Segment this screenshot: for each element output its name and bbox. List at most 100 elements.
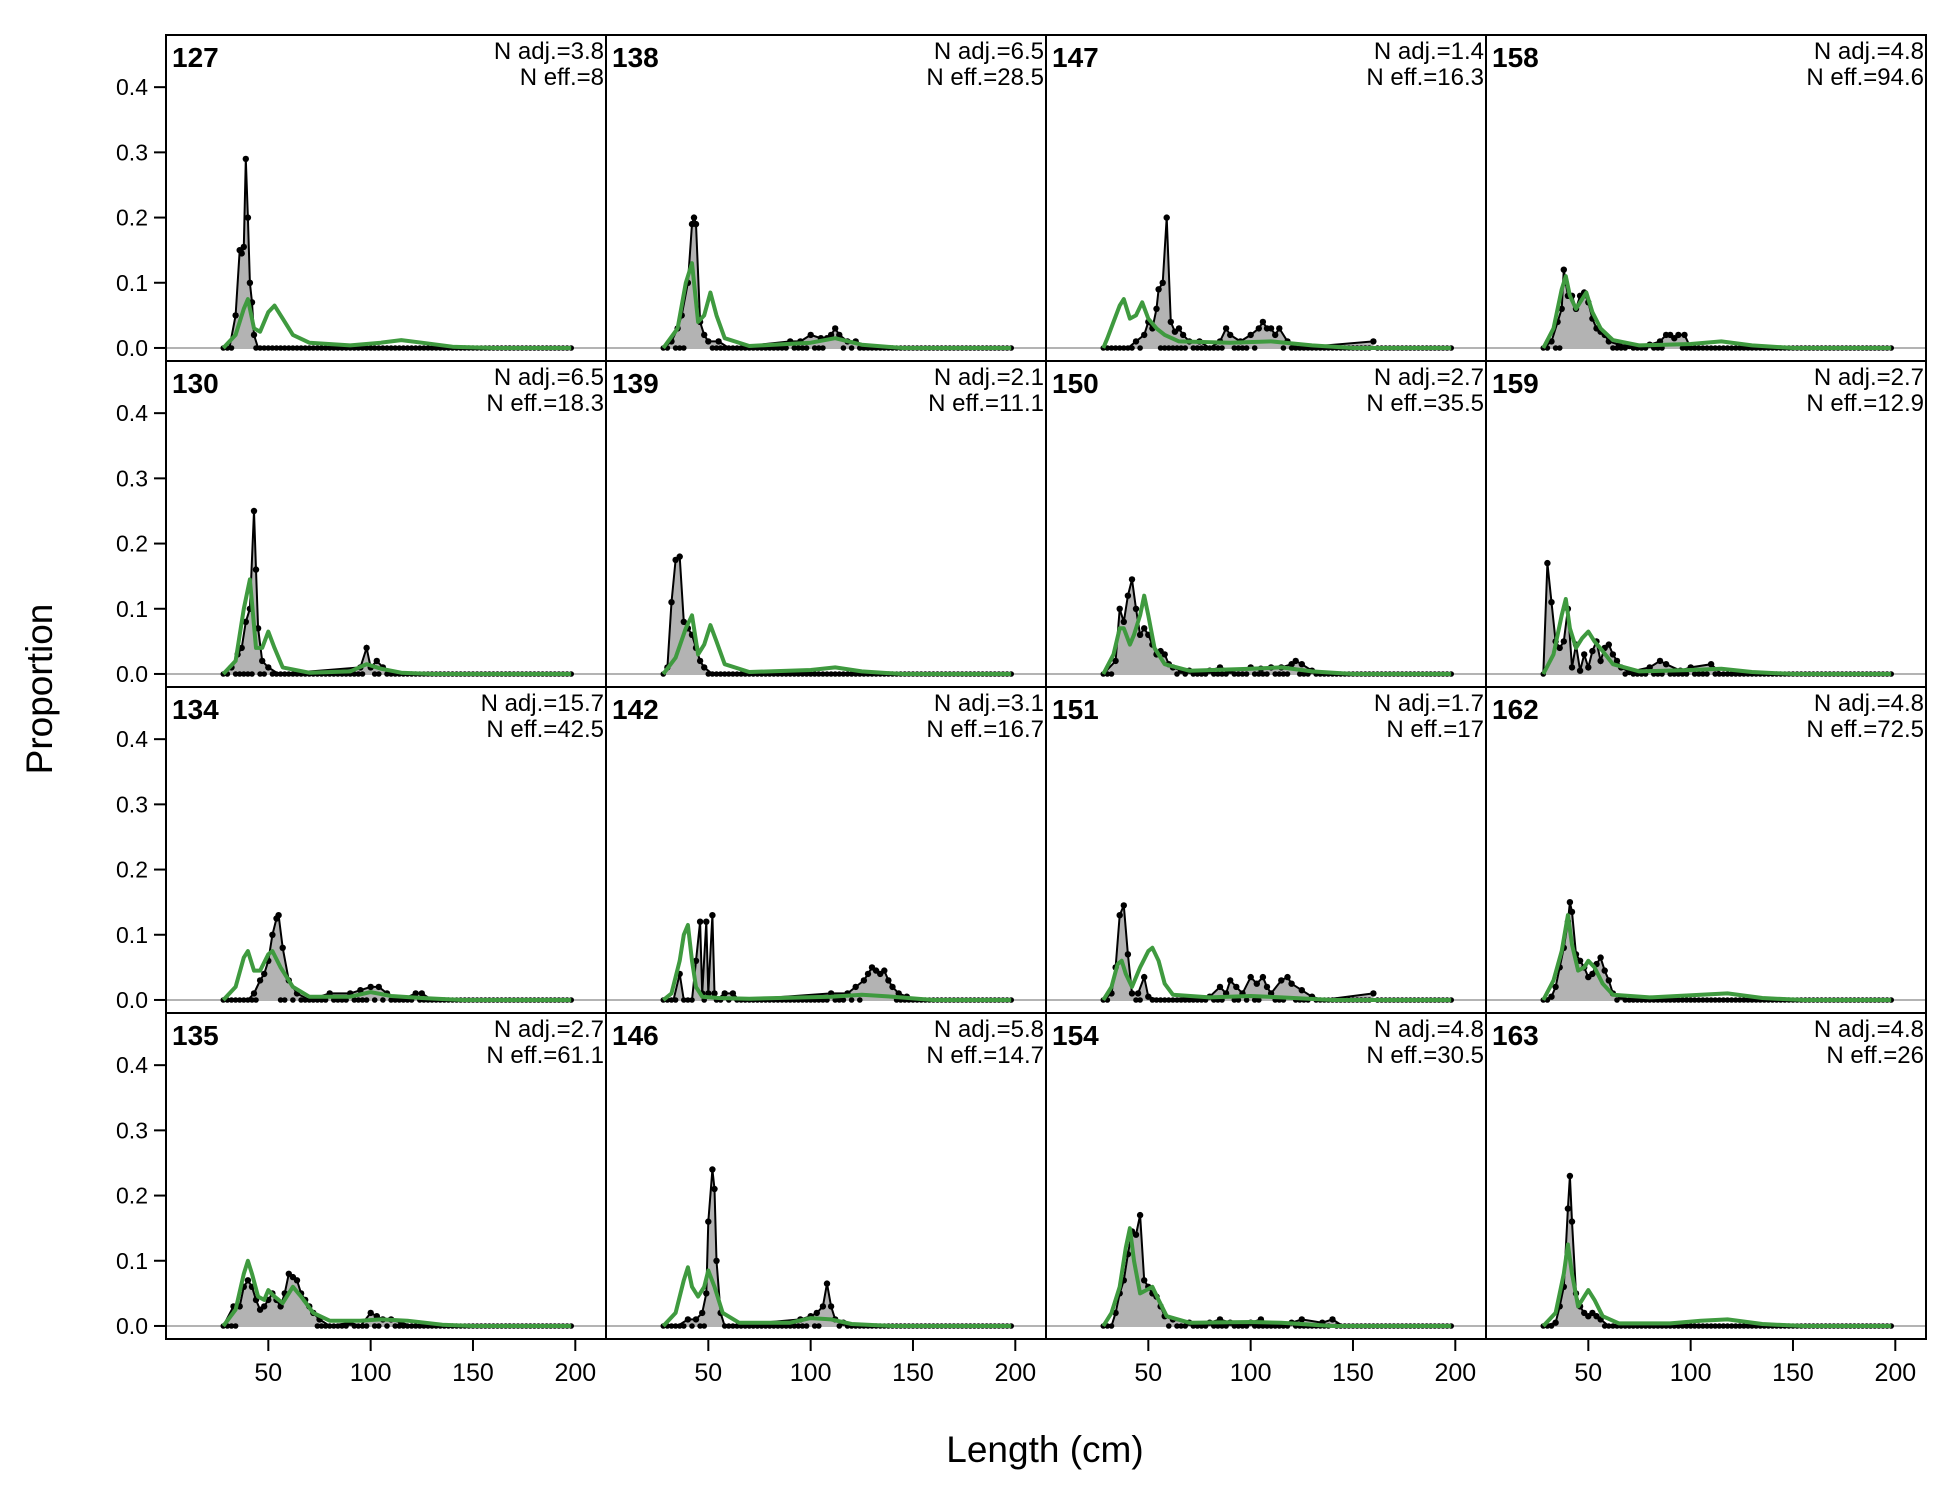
observed-point (1155, 286, 1162, 293)
observed-zero-point (730, 345, 736, 351)
panel-year-label: 135 (172, 1020, 219, 1051)
observed-zero-point (1700, 997, 1706, 1003)
observed-point (1141, 973, 1148, 981)
observed-zero-point (359, 1323, 366, 1329)
observed-point (860, 977, 868, 984)
observed-point (1597, 657, 1604, 665)
observed-zero-point (840, 997, 847, 1003)
observed-point (238, 250, 245, 257)
observed-zero-point (294, 345, 300, 351)
expected-line (1541, 274, 1892, 350)
observed-point (1161, 651, 1168, 658)
observed-zero-point (738, 345, 744, 351)
observed-point (885, 977, 892, 984)
observed-zero-point (1190, 997, 1197, 1003)
observed-zero-point (1198, 345, 1205, 351)
panel-n-adj-label: N adj.=2.7 (1374, 364, 1484, 391)
observed-zero-point (417, 345, 423, 351)
observed-zero-point (1182, 997, 1188, 1003)
observed-point (1112, 657, 1119, 665)
observed-zero-point (1284, 671, 1291, 677)
observed-zero-point (799, 345, 806, 351)
observed-zero-point (1166, 997, 1172, 1003)
observed-zero-point (1108, 1323, 1115, 1329)
panel-n-eff-label: N eff.=16.7 (926, 716, 1044, 743)
expected-line (1101, 297, 1452, 350)
observed-point (1552, 983, 1559, 991)
observed-point (1153, 305, 1160, 312)
observed-point (836, 331, 843, 339)
observed-zero-point (1239, 1323, 1246, 1329)
observed-zero-point (721, 1323, 728, 1329)
observed-point (1566, 1172, 1574, 1180)
observed-area (663, 217, 868, 348)
observed-zero-point (668, 1323, 675, 1329)
observed-zero-point (1272, 1323, 1278, 1329)
observed-zero-point (844, 671, 851, 677)
observed-point (680, 618, 687, 625)
observed-point (1597, 954, 1604, 961)
observed-point (1298, 1316, 1306, 1323)
observed-zero-point (236, 671, 243, 677)
observed-zero-point (1626, 997, 1633, 1003)
observed-zero-point (1614, 997, 1620, 1003)
observed-zero-point (836, 1323, 843, 1329)
observed-zero-point (1198, 671, 1205, 677)
panel-n-eff-label: N eff.=14.7 (926, 1042, 1044, 1069)
panel-year-label: 163 (1492, 1020, 1539, 1051)
observed-point (232, 312, 239, 319)
observed-zero-point (1732, 671, 1739, 677)
observed-zero-point (1170, 997, 1176, 1003)
observed-point (696, 657, 704, 665)
observed-zero-point (343, 1323, 349, 1329)
observed-zero-point (1606, 1323, 1612, 1329)
observed-point (1560, 266, 1568, 273)
expected-line (1541, 1242, 1892, 1328)
observed-zero-point (290, 345, 296, 351)
observed-zero-point (672, 997, 679, 1003)
observed-zero-point (1190, 345, 1197, 351)
y-tick-label: 0.1 (116, 1248, 148, 1274)
panel-n-eff-label: N eff.=94.6 (1806, 64, 1924, 91)
observed-zero-point (1700, 1323, 1706, 1329)
observed-zero-point (1211, 1323, 1217, 1329)
observed-point (1227, 977, 1234, 984)
y-tick-label: 0.2 (116, 1183, 148, 1209)
observed-zero-point (1166, 345, 1172, 351)
observed-zero-point (384, 345, 390, 351)
observed-point (1141, 625, 1148, 632)
y-tick-label: 0.0 (116, 1313, 148, 1339)
observed-zero-point (269, 345, 276, 351)
observed-zero-point (257, 345, 263, 351)
observed-area (1543, 902, 1630, 1000)
observed-zero-point (1741, 345, 1747, 351)
observed-zero-point (384, 1323, 390, 1329)
observed-zero-point (1264, 671, 1270, 677)
observed-zero-point (355, 1323, 362, 1329)
observed-zero-point (791, 345, 798, 351)
observed-zero-point (261, 345, 268, 351)
observed-point (832, 325, 839, 332)
observed-zero-point (1556, 345, 1563, 351)
observed-point (250, 507, 258, 515)
observed-zero-point (1239, 671, 1246, 677)
observed-zero-point (298, 345, 304, 351)
observed-zero-point (730, 1323, 736, 1329)
panel-n-eff-label: N eff.=16.3 (1366, 64, 1484, 91)
observed-zero-point (359, 345, 366, 351)
observed-zero-point (286, 671, 292, 677)
observed-zero-point (302, 997, 309, 1003)
expected-line (1541, 913, 1892, 1002)
observed-zero-point (245, 671, 251, 677)
observed-point (1292, 657, 1299, 665)
observed-zero-point (709, 345, 716, 351)
y-tick-label: 0.1 (116, 270, 148, 296)
observed-zero-point (791, 671, 798, 677)
expected-line (661, 261, 1012, 350)
x-tick-label: 100 (1230, 1359, 1272, 1387)
observed-zero-point (359, 997, 366, 1003)
observed-zero-point (1708, 1323, 1714, 1329)
y-tick-label: 0.1 (116, 922, 148, 948)
observed-zero-point (832, 671, 838, 677)
